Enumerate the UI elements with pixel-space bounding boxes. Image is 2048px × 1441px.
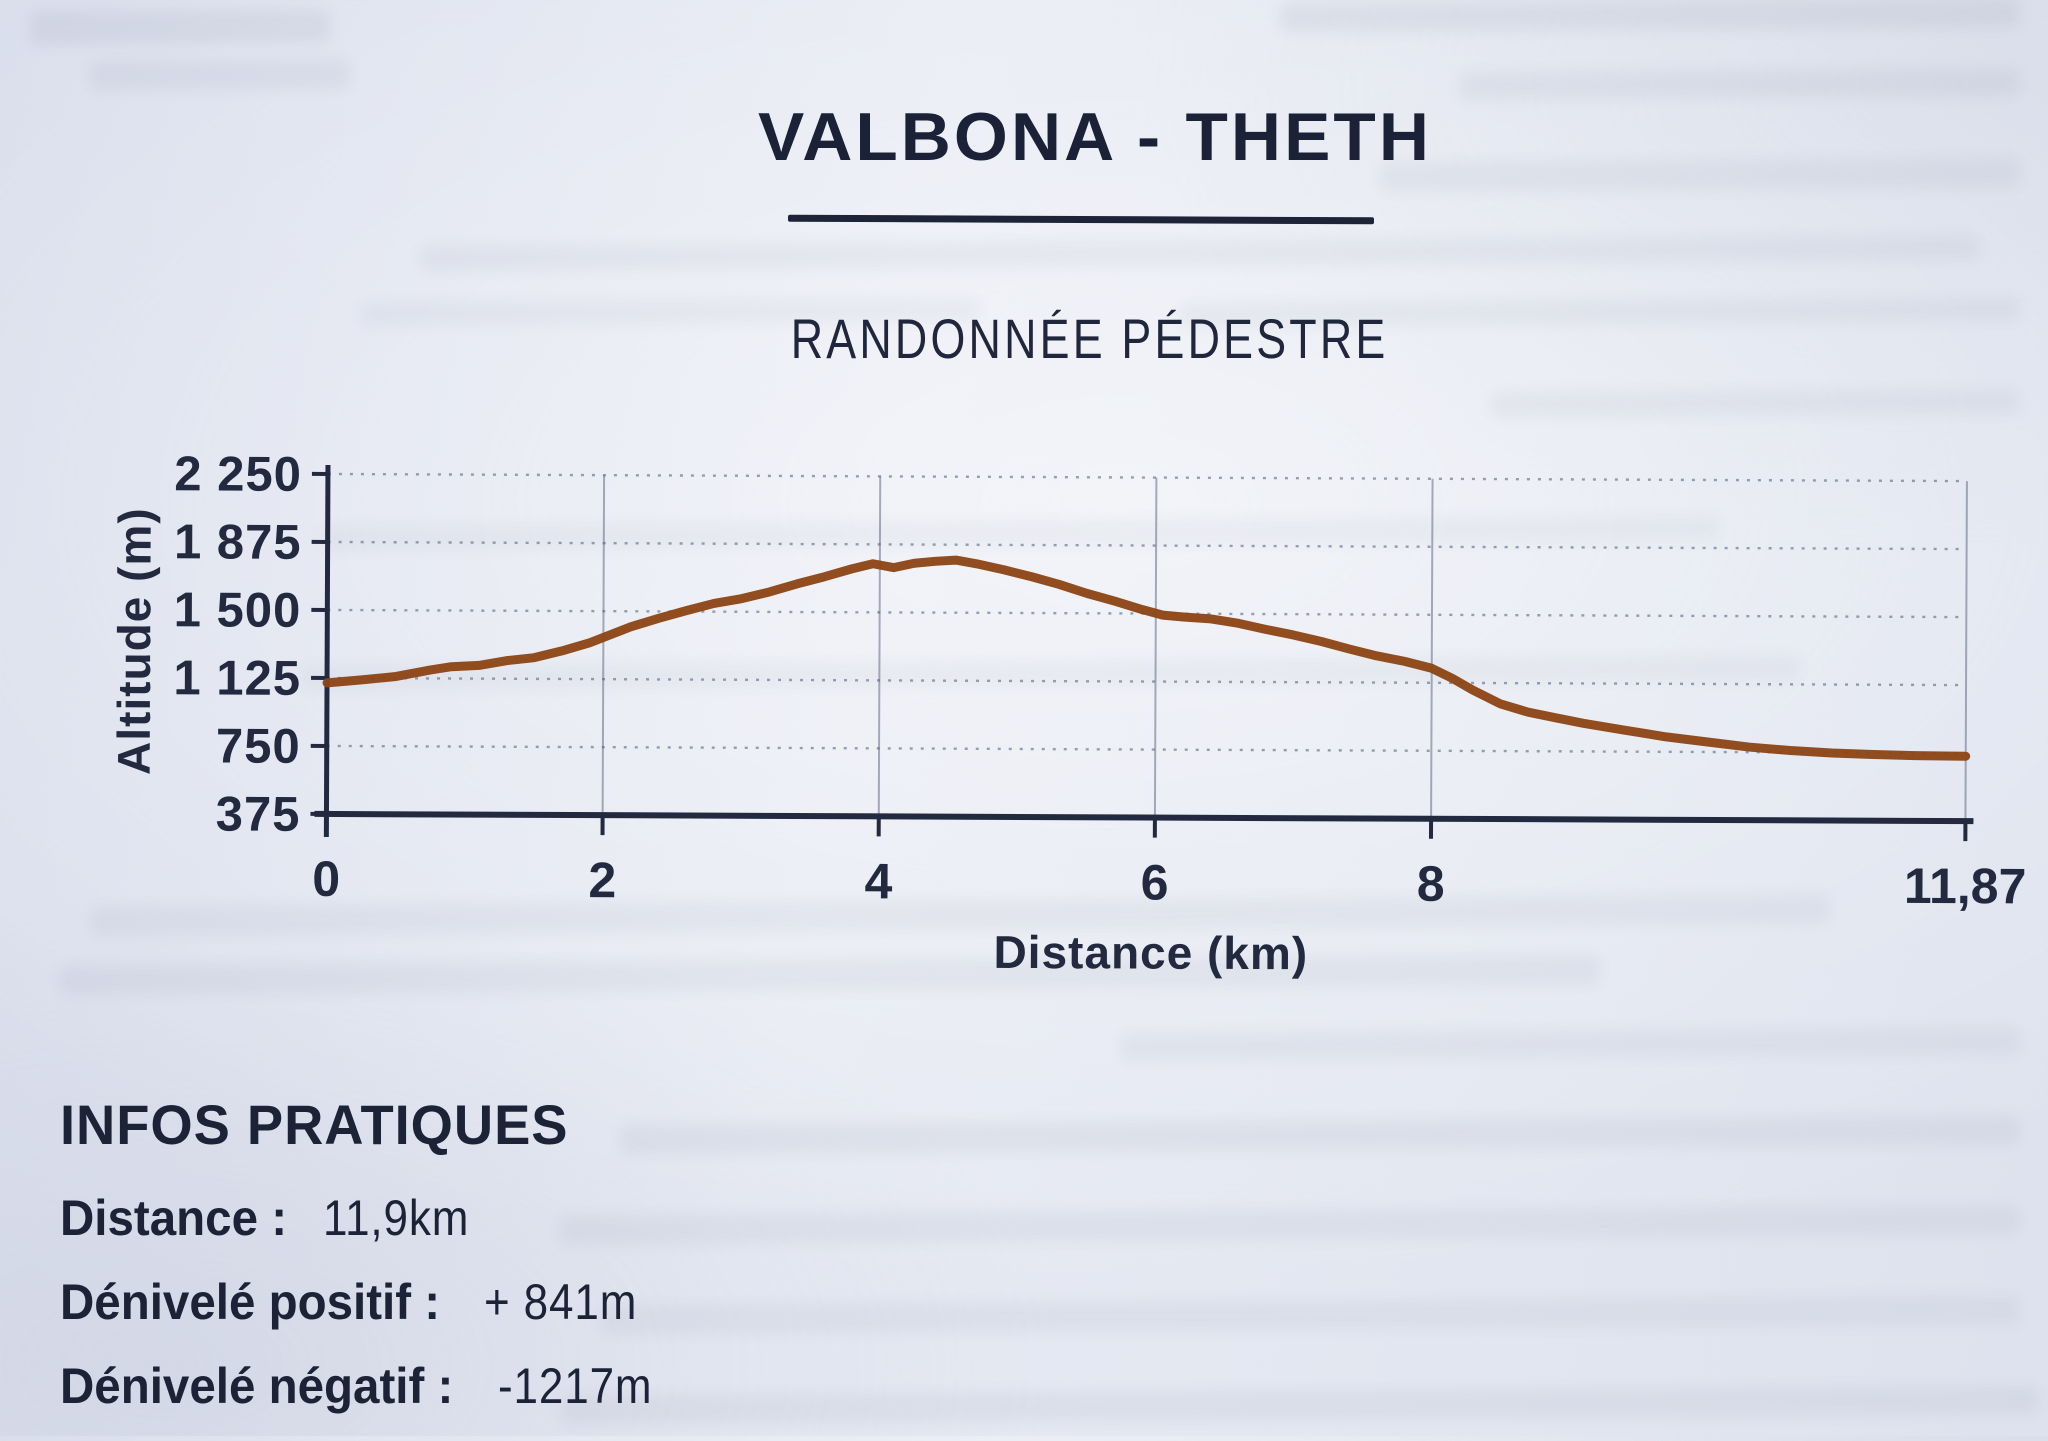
info-value: 11,9km	[323, 1189, 469, 1247]
gridline-y	[328, 542, 1967, 549]
gridline-x	[1155, 478, 1156, 818]
info-line-denivele-negatif: Dénivelé négatif : -1217m	[60, 1357, 673, 1415]
axis-tick-labels: 375 750 1 125 1 500 1 875 2 250 0 2 4 6 8 11,87	[172, 447, 2028, 914]
y-tick-label: 750	[216, 719, 301, 773]
info-label: Dénivelé négatif :	[60, 1357, 453, 1415]
bleedthrough-smudge	[30, 9, 330, 45]
x-tick-label: 0	[312, 851, 340, 907]
info-line-denivele-positif: Dénivelé positif : + 841m	[60, 1273, 673, 1331]
infos-heading: INFOS PRATIQUES	[60, 1092, 655, 1157]
bleedthrough-smudge	[90, 59, 350, 91]
y-tick-label: 1 125	[173, 651, 301, 706]
gridline-y	[328, 474, 1967, 481]
title-divider	[788, 215, 1374, 225]
y-tick-label: 2 250	[174, 447, 302, 502]
gridline-x	[1431, 479, 1432, 819]
vertical-gridlines	[603, 475, 1967, 821]
bleedthrough-smudge	[420, 235, 1980, 272]
axis-ticks	[310, 474, 1967, 841]
gridline-x	[1965, 481, 1966, 821]
x-tick-label: 6	[1141, 855, 1169, 911]
gridline-y	[327, 678, 1966, 685]
y-tick-label: 1 875	[174, 515, 302, 570]
elevation-line	[327, 557, 1967, 756]
infos-pratiques-section: INFOS PRATIQUES Distance : 11,9km Dénive…	[60, 1092, 673, 1441]
bleedthrough-smudge	[560, 1205, 2020, 1245]
x-tick-label: 11,87	[1904, 858, 2027, 915]
gridline-x	[879, 476, 880, 816]
info-label: Distance :	[60, 1189, 287, 1247]
x-axis-title: Distance (km)	[993, 926, 1308, 979]
elevation-chart-svg: 375 750 1 125 1 500 1 875 2 250 0 2 4 6 8 11,87 Alt…	[0, 336, 2048, 1045]
y-axis-line	[326, 465, 328, 837]
info-label: Dénivelé positif :	[60, 1273, 440, 1331]
x-tick-label: 4	[864, 853, 892, 909]
bleedthrough-smudge	[1460, 68, 2020, 100]
info-value: -1217m	[498, 1357, 652, 1415]
x-tick-label: 8	[1417, 856, 1445, 912]
x-axis-line	[314, 814, 1973, 821]
y-tick-label: 375	[216, 787, 301, 841]
y-tick-label: 1 500	[174, 583, 302, 638]
gridline-x	[603, 475, 604, 815]
bleedthrough-smudge	[600, 1295, 2020, 1335]
page-title: VALBONA - THETH	[24, 98, 2048, 176]
elevation-profile-chart: 375 750 1 125 1 500 1 875 2 250 0 2 4 6 8 11,87 Alt…	[0, 336, 2048, 1045]
info-value: + 841m	[484, 1273, 637, 1331]
bleedthrough-smudge	[1280, 0, 2020, 33]
x-tick-label: 2	[588, 852, 616, 908]
info-line-distance: Distance : 11,9km	[60, 1189, 673, 1247]
bleedthrough-smudge	[620, 1115, 2020, 1155]
y-axis-title: Altitude (m)	[108, 507, 161, 775]
bleedthrough-smudge	[560, 1385, 2040, 1425]
